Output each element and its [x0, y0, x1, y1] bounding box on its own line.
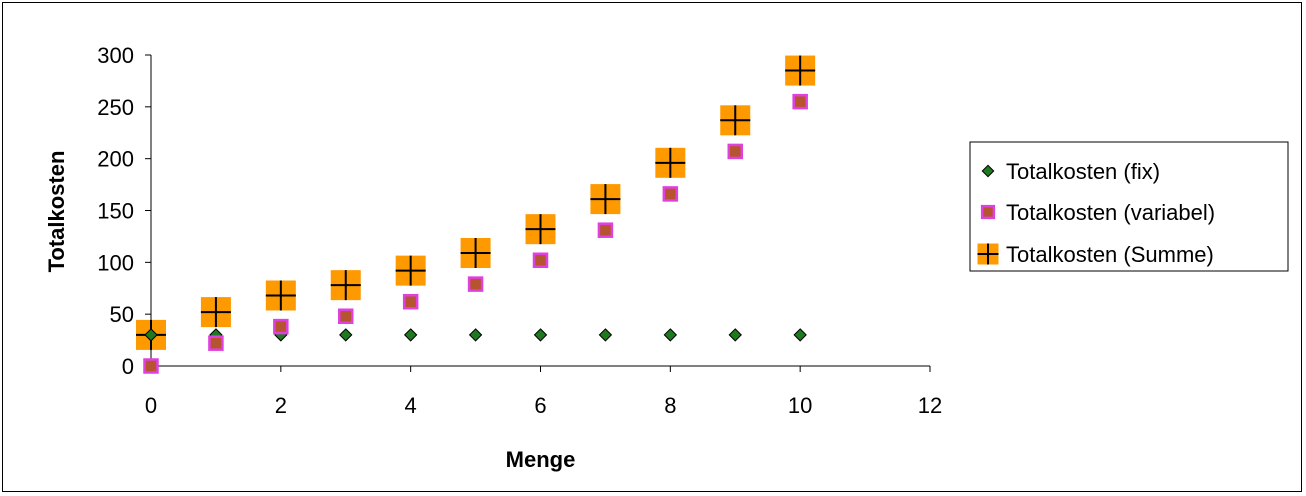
legend-label: Totalkosten (Summe) [1006, 242, 1214, 267]
data-point-fix [598, 328, 613, 342]
data-point-summe [720, 105, 751, 136]
y-tick-label: 50 [110, 302, 134, 327]
y-tick-label: 200 [97, 147, 134, 172]
data-point-summe [785, 55, 816, 86]
data-point-summe [265, 280, 296, 311]
data-point-variabel [792, 93, 808, 110]
data-point-fix [663, 328, 678, 342]
x-tick-label: 0 [145, 393, 157, 418]
data-point-summe [200, 297, 231, 328]
data-point-fix [981, 164, 995, 178]
data-point-variabel [532, 252, 549, 269]
data-point-variabel [338, 308, 354, 324]
data-point-fix [468, 328, 483, 342]
x-tick-label: 6 [534, 393, 546, 418]
data-point-fix [533, 328, 548, 342]
x-tick-label: 10 [788, 393, 812, 418]
data-point-summe [655, 147, 686, 178]
data-point-fix [728, 328, 742, 342]
x-tick-label: 8 [664, 393, 676, 418]
x-axis-title: Menge [506, 447, 576, 472]
data-point-summe [977, 243, 999, 265]
data-point-variabel [402, 293, 419, 310]
y-tick-label: 250 [97, 95, 134, 120]
data-point-summe [330, 270, 361, 301]
data-point-fix [793, 328, 807, 342]
data-point-variabel [980, 204, 996, 220]
legend-box [969, 141, 1289, 272]
y-tick-label: 100 [97, 250, 134, 275]
x-tick-label: 12 [918, 393, 942, 418]
data-point-fix [339, 328, 353, 342]
data-point-summe [525, 214, 556, 245]
y-tick-label: 0 [122, 354, 134, 379]
y-axis-title: Totalkosten [44, 151, 69, 273]
data-point-summe [395, 255, 426, 286]
data-point-fix [144, 328, 158, 342]
legend-label: Totalkosten (fix) [1006, 159, 1160, 184]
data-point-variabel [662, 186, 679, 202]
data-point-variabel [208, 335, 224, 351]
data-point-summe [590, 184, 621, 215]
data-point-variabel [273, 318, 289, 335]
data-point-summe [460, 238, 491, 269]
data-point-variabel [143, 358, 159, 374]
legend-label: Totalkosten (variabel) [1006, 200, 1215, 225]
data-point-variabel [467, 276, 484, 292]
x-tick-label: 2 [275, 393, 287, 418]
y-tick-label: 150 [97, 199, 134, 224]
x-tick-label: 4 [405, 393, 417, 418]
data-point-variabel [597, 222, 614, 238]
data-point-variabel [727, 143, 743, 160]
data-point-fix [403, 328, 418, 342]
y-tick-label: 300 [97, 43, 134, 68]
